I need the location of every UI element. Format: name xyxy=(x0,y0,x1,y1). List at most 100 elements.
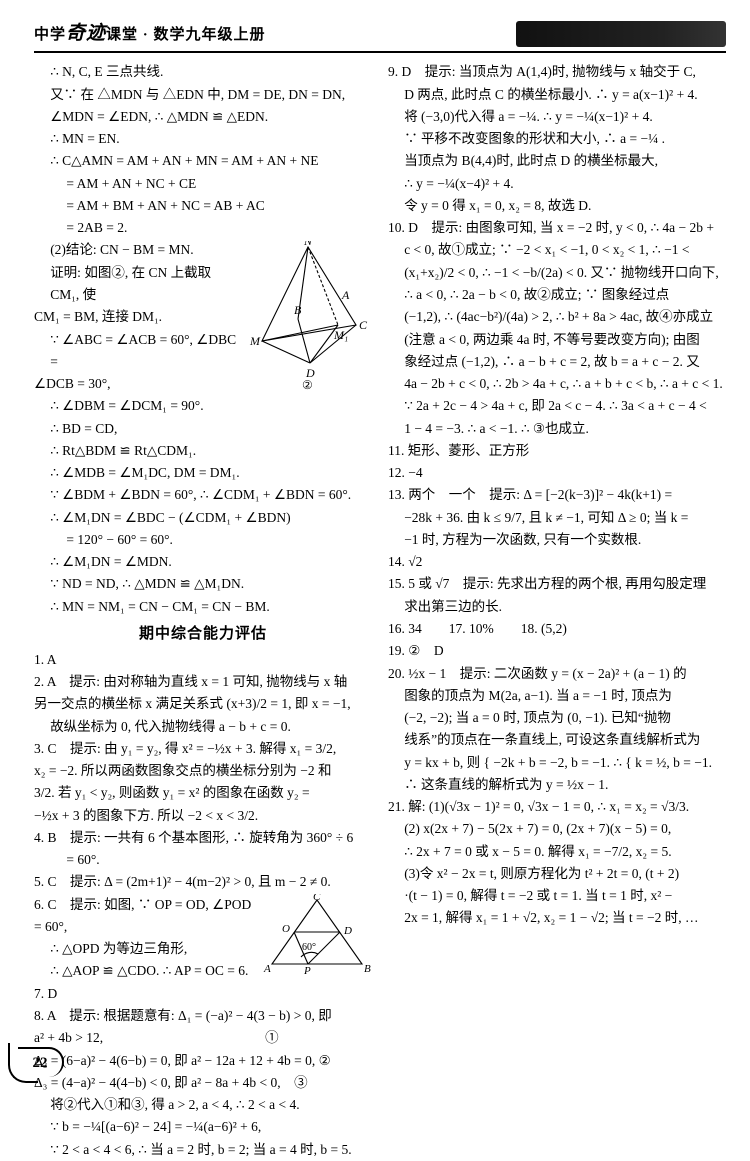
text-line: ∴ Rt△BDM ≌ Rt△CDM₁. xyxy=(34,440,372,462)
svg-text:A: A xyxy=(263,963,271,975)
text-line: ·(t − 1) = 0, 解得 t = −2 或 t = 1. 当 t = 1… xyxy=(388,885,726,907)
title-part-b: 奇迹 xyxy=(66,23,106,44)
svg-text:B: B xyxy=(294,303,302,317)
text-line: ∠MDN = ∠EDN, ∴ △MDN ≌ △EDN. xyxy=(34,106,372,128)
text-line: 图象的顶点为 M(2a, a−1). 当 a = −1 时, 顶点为 xyxy=(388,685,726,707)
text-line: ∵ ∠BDM + ∠BDN = 60°, ∴ ∠CDM₁ + ∠BDN = 60… xyxy=(34,484,372,506)
page-header: 中学奇迹课堂 · 数学九年级上册 xyxy=(34,18,726,53)
diagram-2-triangle: N A B C M₁ M D ② xyxy=(244,241,372,391)
text-line: 将 (−3,0)代入得 a = −¼. ∴ y = −¼(x−1)² + 4. xyxy=(388,106,726,128)
text-line: a² + 4b > 12, ① xyxy=(34,1027,372,1049)
text-line: (2) x(2x + 7) − 5(2x + 7) = 0, (2x + 7)(… xyxy=(388,818,726,840)
svg-text:O: O xyxy=(282,923,290,935)
text-line: 将②代入①和③, 得 a > 2, a < 4, ∴ 2 < a < 4. xyxy=(34,1094,372,1116)
header-title: 中学奇迹课堂 · 数学九年级上册 xyxy=(34,18,266,49)
text-line: ∵ ND = ND, ∴ △MDN ≌ △M₁DN. xyxy=(34,573,372,595)
text-line: ∵ b = −¼[(a−6)² − 24] = −¼(a−6)² + 6, xyxy=(34,1116,372,1138)
diagram-60deg-triangle: C O D A P B 60° xyxy=(262,894,372,976)
svg-text:M₁: M₁ xyxy=(333,328,348,342)
section-heading: 期中综合能力评估 xyxy=(34,622,372,647)
text-line: ∴ N, C, E 三点共线. xyxy=(34,61,372,83)
text-line: ∴ y = −¼(x−4)² + 4. xyxy=(388,173,726,195)
header-dark-box xyxy=(516,21,726,47)
svg-text:B: B xyxy=(364,963,371,975)
text-line: ∵ 平移不改变图象的形状和大小, ∴ a = −¼ . xyxy=(388,128,726,150)
text-line: ∴ 2x + 7 = 0 或 x − 5 = 0. 解得 x₁ = −7/2, … xyxy=(388,841,726,863)
svg-text:②: ② xyxy=(302,378,313,391)
text-line: ∴ ∠M₁DN = ∠BDC − (∠CDM₁ + ∠BDN) xyxy=(34,507,372,529)
text-line: = 120° − 60° = 60°. xyxy=(34,529,372,551)
text-line: 10. D 提示: 由图象可知, 当 x = −2 时, y < 0, ∴ 4a… xyxy=(388,217,726,239)
text-line: (−2, −2); 当 a = 0 时, 顶点为 (0, −1). 已知“抛物 xyxy=(388,707,726,729)
figure-2-wrap: N A B C M₁ M D ② xyxy=(244,241,372,398)
text-line: D 两点, 此时点 C 的横坐标最小. ∴ y = a(x−1)² + 4. xyxy=(388,84,726,106)
svg-text:60°: 60° xyxy=(302,942,316,953)
svg-text:C: C xyxy=(359,318,368,332)
text-line: ∵ 2a + 2c − 4 > 4a + c, 即 2a < c − 4. ∴ … xyxy=(388,395,726,417)
text-line: 1 − 4 = −3. ∴ a < −1. ∴ ③也成立. xyxy=(388,418,726,440)
page-number-badge: 22 xyxy=(18,1047,64,1077)
svg-text:P: P xyxy=(303,965,311,976)
svg-text:D: D xyxy=(343,925,352,937)
text-line: 求出第三边的长. xyxy=(388,596,726,618)
text-line: 16. 34 17. 10% 18. (5,2) xyxy=(388,618,726,640)
title-part-c: 课堂 · 数学九年级上册 xyxy=(106,27,266,43)
svg-text:N: N xyxy=(303,241,313,248)
text-line: 20. ½x − 1 提示: 二次函数 y = (x − 2a)² + (a −… xyxy=(388,663,726,685)
text-line: 象经过点 (−1,2), ∴ a − b + c = 2, 故 b = a + … xyxy=(388,351,726,373)
text-line: x₂ = −2. 所以两函数图象交点的横坐标分别为 −2 和 xyxy=(34,760,372,782)
text-line: 当顶点为 B(4,4)时, 此时点 D 的横坐标最大, xyxy=(388,150,726,172)
text-line: −1 时, 方程为一次函数, 只有一个实数根. xyxy=(388,529,726,551)
text-line: 15. 5 或 √7 提示: 先求出方程的两个根, 再用勾股定理 xyxy=(388,573,726,595)
text-line: ∴ MN = NM₁ = CN − CM₁ = CN − BM. xyxy=(34,596,372,618)
text-line: ∴ BD = CD, xyxy=(34,418,372,440)
text-line: (3)令 x² − 2x = t, 则原方程化为 t² + 2t = 0, (t… xyxy=(388,863,726,885)
text-line: 21. 解: (1)(√3x − 1)² = 0, √3x − 1 = 0, ∴… xyxy=(388,796,726,818)
text-line: (x₁+x₂)/2 < 0, ∴ −1 < −b/(2a) < 0. 又∵ 抛物… xyxy=(388,262,726,284)
text-line: 13. 两个 一个 提示: Δ = [−2(k−3)]² − 4k(k+1) = xyxy=(388,484,726,506)
svg-text:C: C xyxy=(313,894,321,903)
content-columns: ∴ N, C, E 三点共线.又∵ 在 △MDN 与 △EDN 中, DM = … xyxy=(34,61,726,1161)
text-line: (注意 a < 0, 两边乘 4a 时, 不等号要改变方向); 由图 xyxy=(388,329,726,351)
text-line: ∴ a < 0, ∴ 2a − b < 0, 故②成立; ∵ 图象经过点 xyxy=(388,284,726,306)
text-line: = AM + BM + AN + NC = AB + AC xyxy=(34,195,372,217)
text-line: c < 0, 故①成立; ∵ −2 < x₁ < −1, 0 < x₂ < 1,… xyxy=(388,239,726,261)
text-line: y = kx + b, 则 { −2k + b = −2, b = −1. ∴ … xyxy=(388,752,726,774)
text-line: 4a − 2b + c < 0, ∴ 2b > 4a + c, ∴ a + b … xyxy=(388,373,726,395)
text-line: ∴ C△AMN = AM + AN + MN = AM + AN + NE xyxy=(34,150,372,172)
text-line: 线系”的顶点在一条直线上, 可设这条直线解析式为 xyxy=(388,729,726,751)
text-line: 另一交点的横坐标 x 满足关系式 (x+3)/2 = 1, 即 x = −1, xyxy=(34,693,372,715)
text-line: 4. B 提示: 一共有 6 个基本图形, ∴ 旋转角为 360° ÷ 6 xyxy=(34,827,372,849)
text-line: = AM + AN + NC + CE xyxy=(34,173,372,195)
text-line: 5. C 提示: Δ = (2m+1)² − 4(m−2)² > 0, 且 m … xyxy=(34,871,372,893)
text-line: ∴ MN = EN. xyxy=(34,128,372,150)
text-line: ∵ 2 < a < 4 < 6, ∴ 当 a = 2 时, b = 2; 当 a… xyxy=(34,1139,372,1161)
text-line: ∴ 这条直线的解析式为 y = ½x − 1. xyxy=(388,774,726,796)
text-line: Δ₂ = (6−a)² − 4(6−b) = 0, 即 a² − 12a + 1… xyxy=(34,1050,372,1072)
right-column: 9. D 提示: 当顶点为 A(1,4)时, 抛物线与 x 轴交于 C,D 两点… xyxy=(388,61,726,1161)
text-line: 又∵ 在 △MDN 与 △EDN 中, DM = DE, DN = DN, xyxy=(34,84,372,106)
text-line: = 2AB = 2. xyxy=(34,217,372,239)
text-line: 2x = 1, 解得 x₁ = 1 + √2, x₂ = 1 − √2; 当 t… xyxy=(388,907,726,929)
text-line: (−1,2), ∴ (4ac−b²)/(4a) > 2, ∴ b² + 8a >… xyxy=(388,306,726,328)
text-line: 9. D 提示: 当顶点为 A(1,4)时, 抛物线与 x 轴交于 C, xyxy=(388,61,726,83)
text-line: 令 y = 0 得 x₁ = 0, x₂ = 8, 故选 D. xyxy=(388,195,726,217)
title-part-a: 中学 xyxy=(34,27,66,43)
page-number: 22 xyxy=(33,1051,48,1076)
text-line: −28k + 36. 由 k ≤ 9/7, 且 k ≠ −1, 可知 Δ ≥ 0… xyxy=(388,507,726,529)
text-line: 2. A 提示: 由对称轴为直线 x = 1 可知, 抛物线与 x 轴 xyxy=(34,671,372,693)
text-line: ∴ ∠M₁DN = ∠MDN. xyxy=(34,551,372,573)
text-line: 7. D xyxy=(34,983,372,1005)
text-line: 3. C 提示: 由 y₁ = y₂, 得 x² = −½x + 3. 解得 x… xyxy=(34,738,372,760)
figure-60-wrap: C O D A P B 60° xyxy=(262,894,372,983)
text-line: −½x + 3 的图象下方. 所以 −2 < x < 3/2. xyxy=(34,805,372,827)
svg-text:M: M xyxy=(249,334,261,348)
left-column: ∴ N, C, E 三点共线.又∵ 在 △MDN 与 △EDN 中, DM = … xyxy=(34,61,372,1161)
text-line: = 60°. xyxy=(34,849,372,871)
text-line: 19. ② D xyxy=(388,640,726,662)
text-line: 故纵坐标为 0, 代入抛物线得 a − b + c = 0. xyxy=(34,716,372,738)
text-line: 12. −4 xyxy=(388,462,726,484)
text-line: ∴ ∠MDB = ∠M₁DC, DM = DM₁. xyxy=(34,462,372,484)
text-line: 11. 矩形、菱形、正方形 xyxy=(388,440,726,462)
text-line: 8. A 提示: 根据题意有: Δ₁ = (−a)² − 4(3 − b) > … xyxy=(34,1005,372,1027)
